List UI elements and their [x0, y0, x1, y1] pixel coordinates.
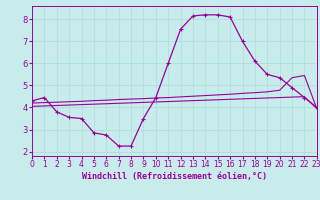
- X-axis label: Windchill (Refroidissement éolien,°C): Windchill (Refroidissement éolien,°C): [82, 172, 267, 181]
